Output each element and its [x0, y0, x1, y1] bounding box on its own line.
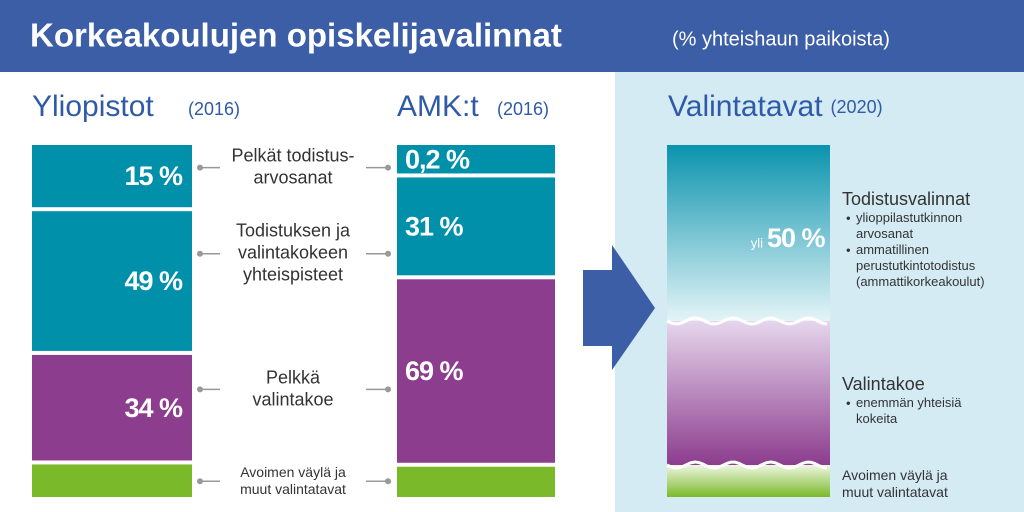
value-label: 15 % [124, 161, 183, 191]
value-label: 31 % [405, 211, 464, 241]
category-label: Yliopistot [32, 90, 154, 123]
header-band [0, 0, 1024, 72]
title: Korkeakoulujen opiskelijavalinnat [30, 17, 562, 54]
bar-segment [32, 145, 192, 208]
bar-segment [397, 145, 555, 174]
legend-label: Pelkkä valintakoe [252, 367, 333, 409]
legend-label: Avoimen väylä ja muut valintatavat [240, 463, 346, 496]
value-label: 49 % [124, 266, 183, 296]
bar-segment [397, 279, 555, 463]
panel-year: (2020) [831, 97, 883, 117]
subtitle: (% yhteishaun paikoista) [672, 28, 890, 50]
connector-dot [385, 164, 391, 171]
value-prefix: yli [751, 235, 763, 250]
bar-segment [32, 464, 192, 497]
method-middle [667, 321, 830, 465]
wave [666, 316, 828, 326]
connector-dot [197, 164, 203, 171]
connector-dot [197, 250, 203, 257]
connector-dot [385, 478, 391, 485]
group-item: ylioppilastutkinnon arvosanat [856, 210, 962, 241]
connector-dot [197, 386, 203, 393]
selection-methods: Valintatavat (2020) [668, 90, 883, 123]
method-bottom [667, 465, 830, 497]
bar-segment [397, 177, 555, 276]
group-title: Valintakoe [842, 374, 925, 394]
category-year: (2016) [497, 99, 549, 119]
bar-segment [32, 211, 192, 351]
panel-title: Valintatavat (2020) [668, 90, 883, 123]
value-label: 50 % [767, 223, 826, 253]
group-title: Avoimen väylä ja muut valintatavat [842, 467, 948, 500]
panel-title-text: Valintatavat [668, 90, 823, 123]
category-year: (2016) [188, 99, 240, 119]
value-label: 69 % [405, 356, 464, 386]
value-label: 0,2 % [405, 144, 470, 174]
group-title: Todistusvalinnat [842, 189, 970, 209]
arrow [583, 245, 655, 370]
legend-label: Todistuksen ja valintakokeen yhteispisteet [236, 220, 351, 284]
connector-dot [385, 250, 391, 257]
value-label: 34 % [124, 393, 183, 423]
group-item: ammatillinen perustutkintotodistus (ammatt… [856, 242, 985, 289]
bar-segment [32, 354, 192, 461]
bullet: • [846, 210, 851, 225]
legend-label: Pelkät todistus-arvosanat [231, 145, 354, 187]
category-label: AMK:t [397, 90, 479, 123]
connector-dot [197, 478, 203, 485]
group-item: enemmän yhteisiä kokeita [856, 395, 962, 426]
method-top [667, 145, 830, 321]
bullet: • [846, 395, 851, 410]
connector-dot [385, 386, 391, 393]
bullet: • [846, 242, 851, 257]
wave [666, 460, 828, 470]
bar-segment [397, 466, 555, 497]
